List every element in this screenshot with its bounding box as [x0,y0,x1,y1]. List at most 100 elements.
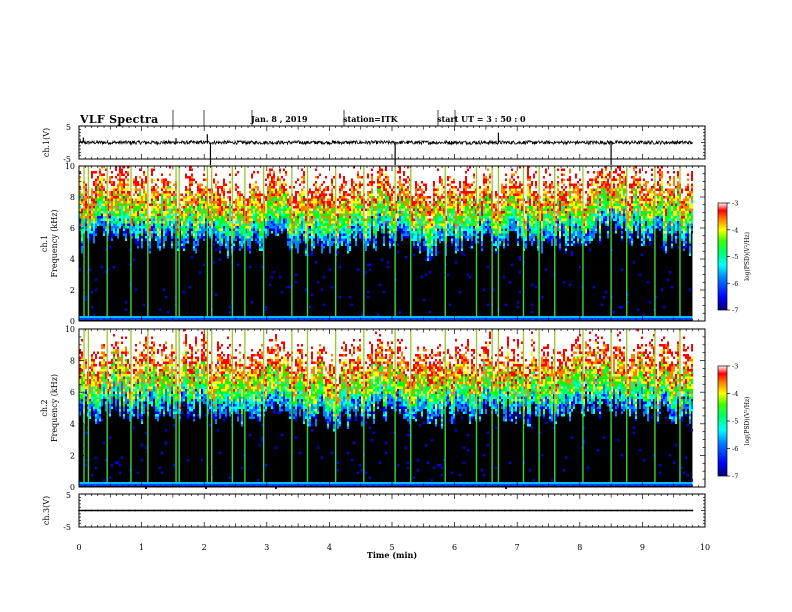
spectrogram-cell [133,181,135,184]
spectrogram-cell [331,194,333,197]
spectrogram-cell [209,206,211,209]
spectrogram-cell [265,176,267,179]
spectrogram-cell [183,216,185,219]
spectrogram-cell [197,219,199,222]
spectrogram-cell [301,194,303,197]
spectrogram-cell [371,196,373,199]
spectrogram-cell [385,189,387,192]
spectrogram-cell [347,201,349,204]
spectrogram-cell [365,224,367,227]
spectrogram-cell [323,199,325,202]
spectrogram-cell [81,236,83,239]
spectrogram-cell [327,176,329,179]
spectrogram-cell [327,171,329,174]
spectrogram-cell [365,271,367,274]
spectrogram-cell [209,194,211,197]
spectrogram-cell [85,206,87,209]
spectrogram-cell [119,171,121,174]
spectrogram-cell [375,246,377,249]
spectrogram-cell [273,189,275,192]
spectrogram-cell [371,201,373,204]
spectrogram-cell [297,186,299,189]
spectrogram-cell [197,226,199,229]
spectrogram-cell [139,199,141,202]
spectrogram-cell [251,206,253,209]
spectrogram-cell [353,226,355,229]
spectrogram-cell [357,186,359,189]
spectrogram-cell [253,216,255,219]
spectrogram-cell [117,199,119,202]
spectrogram-cell [383,186,385,189]
spectrogram-cell [261,171,263,174]
spectrogram-cell [165,216,167,219]
spectrogram-cell [329,214,331,217]
spectrogram-cell [309,219,311,222]
spectrogram-cell [379,176,381,179]
spectrogram-cell [347,191,349,194]
spectrogram-cell [285,181,287,184]
spectrogram-cell [305,211,307,214]
spectrogram-cell [391,186,393,189]
spectrogram-cell [313,189,315,192]
spectrogram-cell [333,219,335,222]
spectrogram-cell [253,184,255,187]
spectrogram-cell [241,221,243,224]
spectrogram-cell [99,214,101,217]
spectrogram-cell [109,181,111,184]
spectrogram-cell [181,219,183,222]
spectrogram-cell [89,226,91,229]
spectrogram-cell [189,216,191,219]
spectrogram-cell [327,191,329,194]
spectrogram-cell [337,181,339,184]
spectrogram-cell [81,206,83,209]
spectrogram-cell [279,226,281,229]
spectrogram-cell [97,224,99,227]
spectrogram-cell [331,176,333,179]
spectrogram-cell [239,234,241,237]
spectrogram-cell [391,239,393,242]
spectrogram-cell [125,171,127,174]
spectrogram-cell [317,244,319,247]
spectrogram-cell [193,209,195,212]
spectrogram-cell [221,199,223,202]
spectrogram-cell [389,171,391,174]
spectrogram-cell [337,239,339,242]
spectrogram-cell [313,171,315,174]
spectrogram-cell [367,194,369,197]
spectrogram-cell [289,219,291,222]
spectrogram-cell [117,216,119,219]
spectrogram-cell [255,211,257,214]
spectrogram-cell [309,176,311,179]
spectrogram-cell [189,199,191,202]
spectrogram-cell [377,224,379,227]
spectrogram-cell [323,201,325,204]
spectrogram-cell [377,209,379,212]
spectrogram-cell [287,219,289,222]
spectrogram-cell [353,229,355,232]
spectrogram-cell [223,196,225,199]
spectrogram-cell [227,236,229,239]
spectrogram-cell [313,224,315,227]
spectrogram-cell [121,211,123,214]
spectrogram-cell [255,241,257,244]
spectrogram-cell [193,201,195,204]
spectrogram-cell [121,186,123,189]
spectrogram-cell [311,221,313,224]
spectrogram-cell [333,224,335,227]
spectrogram-cell [273,204,275,207]
spectrogram-cell [91,169,93,172]
spectrogram-cell [103,181,105,184]
spectrogram-cell [311,246,313,249]
spectrogram-cell [375,239,377,242]
spectrogram-cell [247,206,249,209]
spectrogram-cell [235,189,237,192]
spectrogram-cell [317,224,319,227]
spectrogram-cell [127,199,129,202]
spectrogram-cell [313,231,315,234]
spectrogram-cell [199,194,201,197]
spectrogram-cell [309,179,311,182]
spectrogram-cell [351,186,353,189]
spectrogram-cell [345,184,347,187]
spectrogram-cell [371,191,373,194]
spectrogram-cell [273,179,275,182]
